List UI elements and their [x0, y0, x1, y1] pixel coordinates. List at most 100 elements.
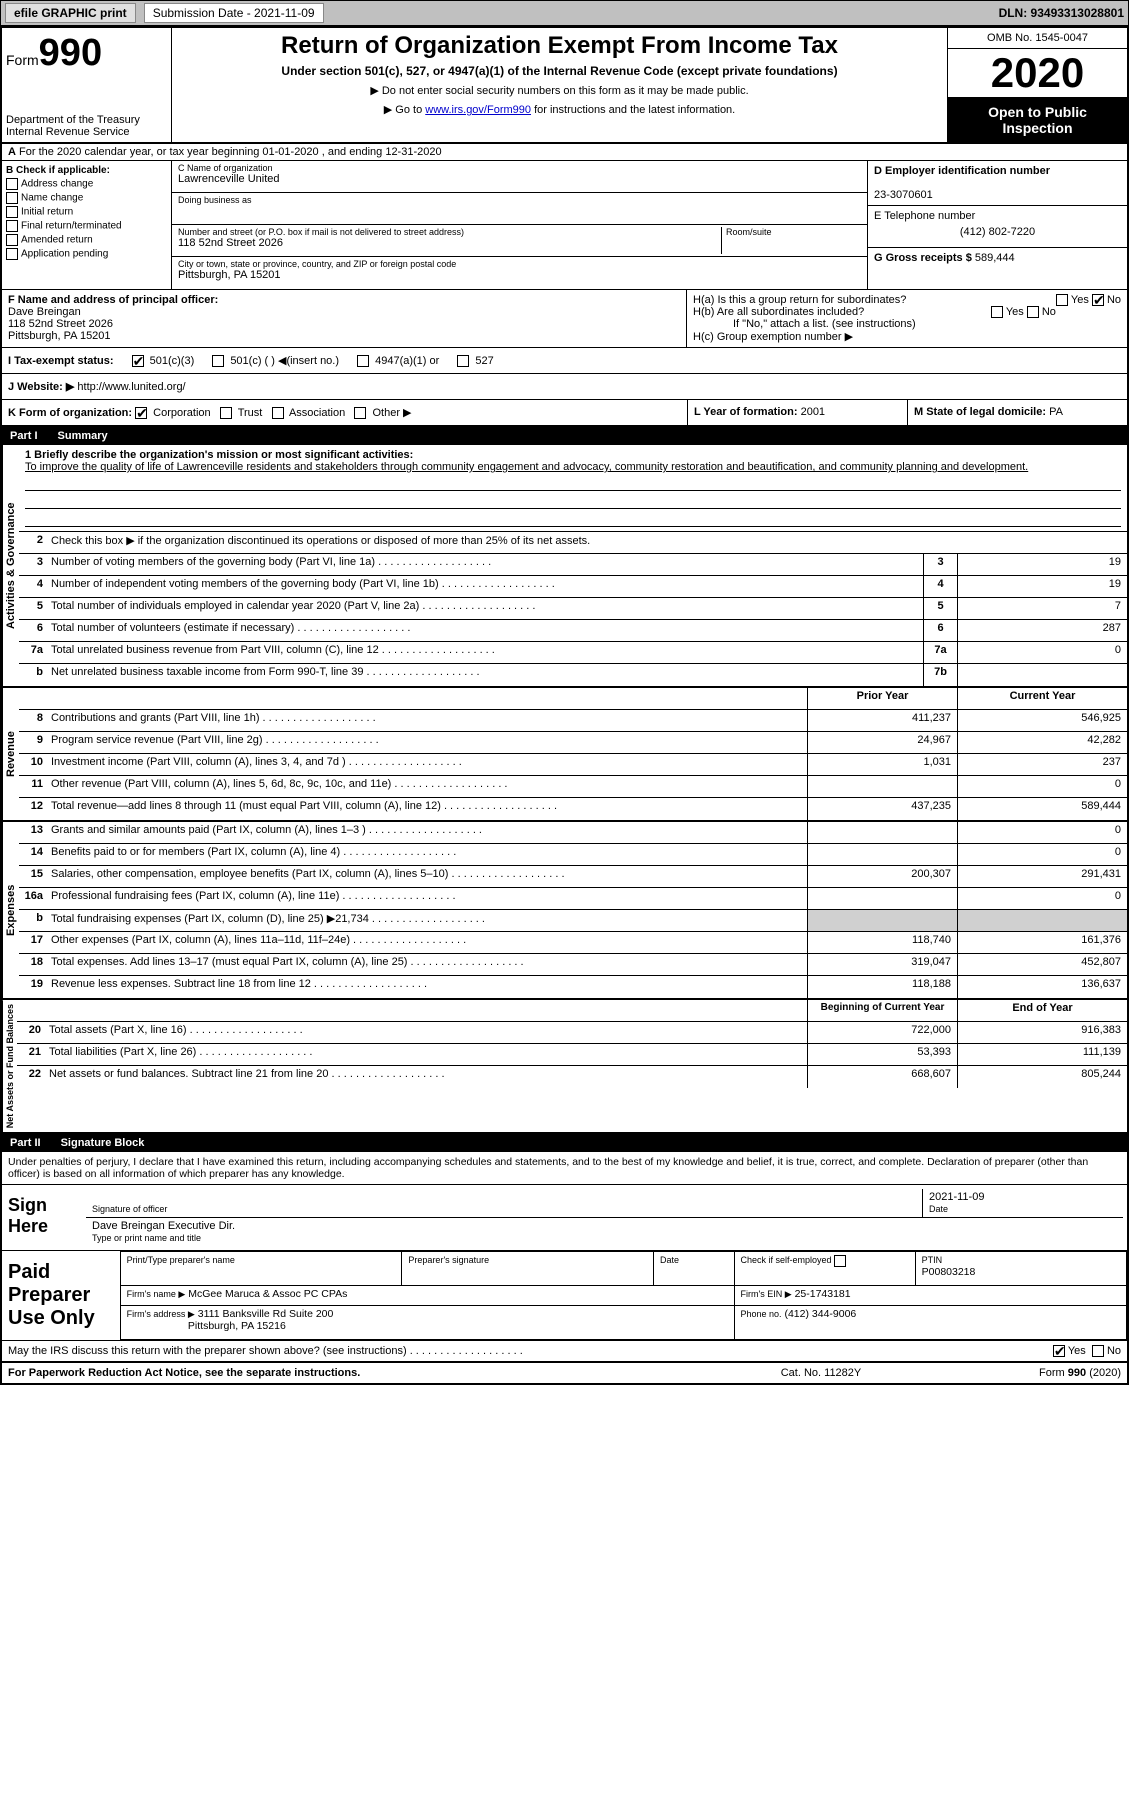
- city: Pittsburgh, PA 15201: [178, 269, 861, 281]
- irs-label: Internal Revenue Service: [6, 126, 167, 138]
- col-prior: Prior Year: [807, 688, 957, 709]
- open-public: Open to Public Inspection: [948, 98, 1127, 142]
- form-title: Return of Organization Exempt From Incom…: [180, 32, 939, 60]
- dept-label: Department of the Treasury: [6, 114, 167, 126]
- header: Form990 Department of the Treasury Inter…: [2, 28, 1127, 144]
- exp-body: 13Grants and similar amounts paid (Part …: [19, 822, 1127, 998]
- phone-label: E Telephone number: [874, 210, 975, 222]
- mission-text: To improve the quality of life of Lawren…: [25, 461, 1121, 473]
- cb-pending[interactable]: Application pending: [6, 248, 167, 260]
- sig-date: 2021-11-09: [929, 1191, 984, 1203]
- sig-line-2: Dave Breingan Executive Dir.Type or prin…: [86, 1218, 1123, 1246]
- form-frame: Form990 Department of the Treasury Inter…: [0, 26, 1129, 1385]
- ha-yes[interactable]: [1056, 294, 1068, 306]
- gross-cell: G Gross receipts $ 589,444: [868, 248, 1127, 289]
- i-label: I Tax-exempt status:: [8, 355, 114, 367]
- cb-assoc[interactable]: [272, 407, 284, 419]
- side-netassets: Net Assets or Fund Balances: [2, 1000, 17, 1132]
- line-19: 19Revenue less expenses. Subtract line 1…: [19, 976, 1127, 998]
- dept-treasury: Department of the Treasury Internal Reve…: [6, 114, 167, 138]
- omb-no: OMB No. 1545-0047: [948, 28, 1127, 49]
- line-12: 12Total revenue—add lines 8 through 11 (…: [19, 798, 1127, 820]
- part1-num: Part I: [10, 430, 38, 442]
- org-name: Lawrenceville United: [178, 173, 861, 185]
- h-a: H(a) Is this a group return for subordin…: [693, 294, 1121, 306]
- sig-date-label: Date: [929, 1204, 948, 1214]
- irs-link[interactable]: www.irs.gov/Form990: [425, 104, 531, 116]
- block-bcdefg: B Check if applicable: Address change Na…: [2, 161, 1127, 290]
- cb-address-change[interactable]: Address change: [6, 178, 167, 190]
- ein-label: D Employer identification number: [874, 165, 1050, 177]
- firm-ein: 25-1743181: [795, 1288, 851, 1300]
- officer-addr1: 118 52nd Street 2026: [8, 318, 113, 330]
- line-6: 6Total number of volunteers (estimate if…: [19, 620, 1127, 642]
- line-11: 11Other revenue (Part VIII, column (A), …: [19, 776, 1127, 798]
- section-governance: Activities & Governance 1 Briefly descri…: [2, 445, 1127, 688]
- gov-body: 1 Briefly describe the organization's mi…: [19, 445, 1127, 686]
- may-yes[interactable]: [1053, 1345, 1065, 1357]
- org-name-label: C Name of organization: [178, 163, 861, 173]
- header-left: Form990 Department of the Treasury Inter…: [2, 28, 172, 142]
- firm-name: McGee Maruca & Assoc PC CPAs: [188, 1288, 347, 1300]
- hb-no[interactable]: [1027, 306, 1039, 318]
- dba-label: Doing business as: [178, 195, 861, 205]
- line-8: 8Contributions and grants (Part VIII, li…: [19, 710, 1127, 732]
- line-3: 3Number of voting members of the governi…: [19, 554, 1127, 576]
- addr: 118 52nd Street 2026: [178, 237, 721, 249]
- l-year: L Year of formation: 2001: [687, 400, 907, 425]
- rev-header-row: Prior Year Current Year: [19, 688, 1127, 710]
- k-label: K Form of organization:: [8, 407, 132, 419]
- h-b: H(b) Are all subordinates included? Yes …: [693, 306, 1121, 318]
- dba-cell: Doing business as: [172, 193, 867, 225]
- line-17: 17Other expenses (Part IX, column (A), l…: [19, 932, 1127, 954]
- h-ptin: PTIN: [922, 1255, 943, 1265]
- col-current: Current Year: [957, 688, 1127, 709]
- cb-corp[interactable]: [135, 407, 147, 419]
- cb-527[interactable]: 527: [457, 355, 493, 367]
- side-governance: Activities & Governance: [2, 445, 19, 686]
- col-d: D Employer identification number 23-3070…: [867, 161, 1127, 289]
- line-21: 21Total liabilities (Part X, line 26)53,…: [17, 1044, 1127, 1066]
- j-label: J Website: ▶: [8, 381, 74, 393]
- part2-header: Part II Signature Block: [2, 1134, 1127, 1152]
- side-expenses: Expenses: [2, 822, 19, 998]
- may-no[interactable]: [1092, 1345, 1104, 1357]
- hb-yes[interactable]: [991, 306, 1003, 318]
- col-c: C Name of organization Lawrenceville Uni…: [172, 161, 867, 289]
- cb-amended[interactable]: Amended return: [6, 234, 167, 246]
- line-10: 10Investment income (Part VIII, column (…: [19, 754, 1127, 776]
- phone-label2: Phone no.: [741, 1309, 782, 1319]
- cb-trust[interactable]: [220, 407, 232, 419]
- note-post: for instructions and the latest informat…: [531, 104, 735, 116]
- col-b: B Check if applicable: Address change Na…: [2, 161, 172, 289]
- paid-preparer: Paid Preparer Use Only Print/Type prepar…: [2, 1251, 1127, 1341]
- website: http://www.lunited.org/: [77, 381, 185, 393]
- cb-4947[interactable]: 4947(a)(1) or: [357, 355, 439, 367]
- line-14: 14Benefits paid to or for members (Part …: [19, 844, 1127, 866]
- h-b-note: If "No," attach a list. (see instruction…: [693, 318, 1121, 330]
- line-b: bNet unrelated business taxable income f…: [19, 664, 1127, 686]
- cb-initial-return[interactable]: Initial return: [6, 206, 167, 218]
- ein-label2: Firm's EIN ▶: [741, 1289, 792, 1299]
- line-22: 22Net assets or fund balances. Subtract …: [17, 1066, 1127, 1088]
- cb-other[interactable]: [354, 407, 366, 419]
- org-name-cell: C Name of organization Lawrenceville Uni…: [172, 161, 867, 193]
- ha-no[interactable]: [1092, 294, 1104, 306]
- cb-name-change[interactable]: Name change: [6, 192, 167, 204]
- part2-title: Signature Block: [61, 1137, 145, 1149]
- blank-line-2: [25, 493, 1121, 509]
- officer-typed-name: Dave Breingan Executive Dir.: [92, 1220, 235, 1232]
- sig-line-1: Signature of officer 2021-11-09Date: [86, 1189, 1123, 1218]
- cb-501c[interactable]: 501(c) ( ) ◀(insert no.): [212, 354, 339, 367]
- cb-final-return[interactable]: Final return/terminated: [6, 220, 167, 232]
- cb-self-employed[interactable]: [834, 1255, 846, 1267]
- form-ref: Form 990 (2020): [921, 1367, 1121, 1379]
- submission-date: Submission Date - 2021-11-09: [144, 3, 324, 23]
- section-netassets: Net Assets or Fund Balances Beginning of…: [2, 1000, 1127, 1134]
- m-state: M State of legal domicile: PA: [907, 400, 1127, 425]
- f-label: F Name and address of principal officer:: [8, 294, 218, 306]
- firm-addr-label: Firm's address ▶: [127, 1309, 195, 1319]
- efile-button[interactable]: efile GRAPHIC print: [5, 3, 136, 23]
- cb-501c3[interactable]: 501(c)(3): [132, 355, 195, 367]
- part1-title: Summary: [58, 430, 108, 442]
